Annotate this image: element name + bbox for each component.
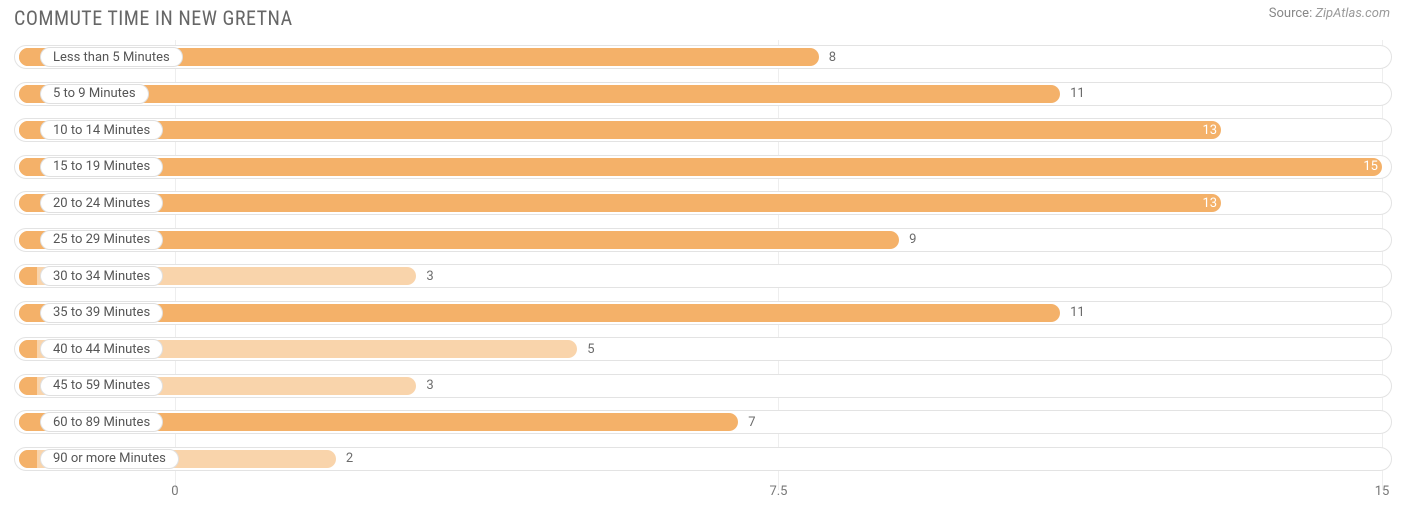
bar-cap — [19, 231, 37, 249]
category-pill: 40 to 44 Minutes — [40, 339, 163, 359]
category-pill: 45 to 59 Minutes — [40, 376, 163, 396]
category-pill: 5 to 9 Minutes — [40, 84, 149, 104]
category-pill: 90 or more Minutes — [40, 449, 179, 469]
bar-row: 20 to 24 Minutes 13 — [14, 188, 1392, 218]
bar-fill — [19, 304, 1060, 322]
bar-value-label: 11 — [1070, 298, 1085, 328]
x-axis-tick: 7.5 — [769, 484, 787, 499]
bar-cap — [19, 413, 37, 431]
bar-fill — [19, 194, 1221, 212]
chart-plot-area: Less than 5 Minutes 8 5 to 9 Minutes 11 10 t… — [0, 34, 1406, 474]
bar-cap — [19, 48, 37, 66]
bar-row: 45 to 59 Minutes 3 — [14, 371, 1392, 401]
bar-value-label: 7 — [748, 407, 755, 437]
bar-value-label: 13 — [1202, 115, 1217, 145]
bar-fill — [19, 121, 1221, 139]
bar-row: 40 to 44 Minutes 5 — [14, 334, 1392, 364]
category-pill: 15 to 19 Minutes — [40, 157, 163, 177]
bar-value-label: 5 — [587, 334, 594, 364]
bar-row: 25 to 29 Minutes 9 — [14, 225, 1392, 255]
bar-row: 90 or more Minutes 2 — [14, 444, 1392, 474]
bar-value-label: 3 — [426, 371, 433, 401]
bar-value-label: 11 — [1070, 79, 1085, 109]
bar-row: 5 to 9 Minutes 11 — [14, 79, 1392, 109]
bar-cap — [19, 377, 37, 395]
bar-row: 15 to 19 Minutes 15 — [14, 152, 1392, 182]
bar-cap — [19, 267, 37, 285]
source-label: Source: — [1269, 6, 1312, 21]
bar-cap — [19, 340, 37, 358]
category-pill: 10 to 14 Minutes — [40, 120, 163, 140]
bar-fill — [19, 85, 1060, 103]
bar-row: 10 to 14 Minutes 13 — [14, 115, 1392, 145]
chart-header: COMMUTE TIME IN NEW GRETNA Source: ZipAt… — [0, 0, 1406, 34]
bar-row: Less than 5 Minutes 8 — [14, 42, 1392, 72]
bar-cap — [19, 85, 37, 103]
bar-row: 60 to 89 Minutes 7 — [14, 407, 1392, 437]
category-pill: 35 to 39 Minutes — [40, 303, 163, 323]
category-pill: 25 to 29 Minutes — [40, 230, 163, 250]
category-pill: 30 to 34 Minutes — [40, 266, 163, 286]
category-pill: 60 to 89 Minutes — [40, 412, 163, 432]
category-pill: Less than 5 Minutes — [40, 47, 183, 67]
bar-cap — [19, 158, 37, 176]
bar-fill — [19, 158, 1382, 176]
x-axis: 0 7.5 15 — [14, 480, 1392, 510]
bar-cap — [19, 450, 37, 468]
x-axis-tick: 0 — [171, 484, 178, 499]
category-pill: 20 to 24 Minutes — [40, 193, 163, 213]
bar-value-label: 15 — [1363, 152, 1378, 182]
bar-cap — [19, 304, 37, 322]
bar-row: 35 to 39 Minutes 11 — [14, 298, 1392, 328]
bar-cap — [19, 194, 37, 212]
bar-value-label: 8 — [829, 42, 836, 72]
bar-value-label: 3 — [426, 261, 433, 291]
bar-value-label: 2 — [346, 444, 353, 474]
chart-title: COMMUTE TIME IN NEW GRETNA — [14, 6, 293, 30]
x-axis-tick: 15 — [1375, 484, 1390, 499]
bar-value-label: 9 — [909, 225, 916, 255]
bar-value-label: 13 — [1202, 188, 1217, 218]
bar-cap — [19, 121, 37, 139]
source-value: ZipAtlas.com — [1315, 6, 1390, 21]
bar-row: 30 to 34 Minutes 3 — [14, 261, 1392, 291]
chart-source: Source: ZipAtlas.com — [1269, 6, 1390, 21]
